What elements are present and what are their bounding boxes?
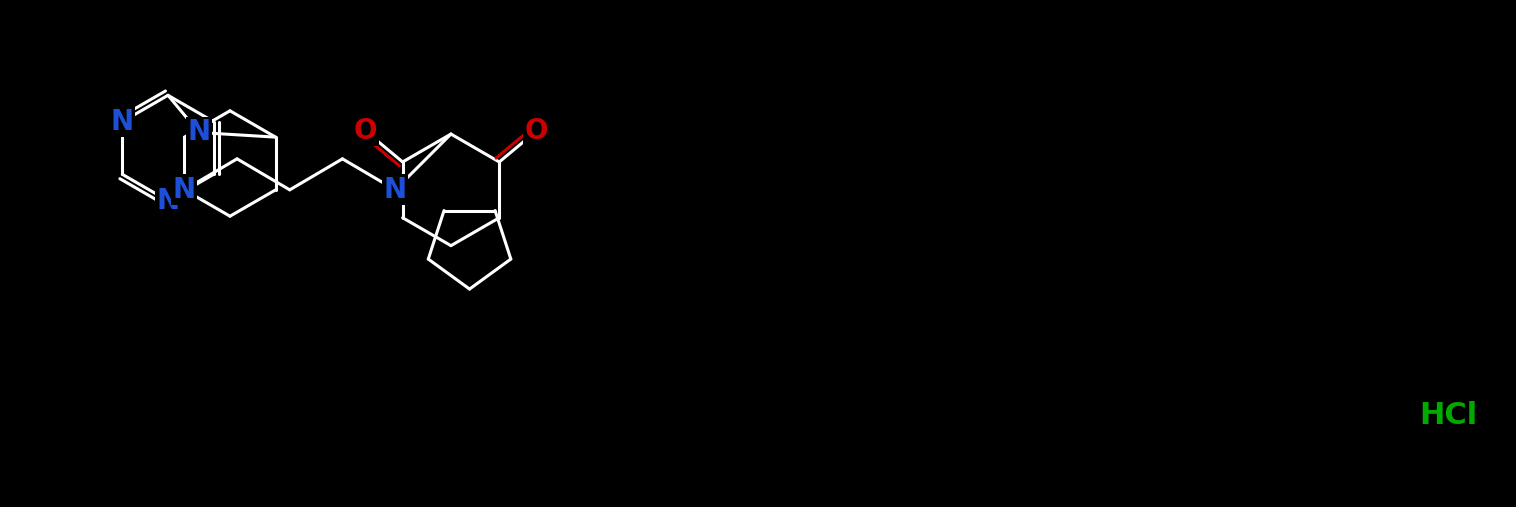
Text: N: N [173,176,196,204]
Text: O: O [353,117,377,145]
Text: N: N [111,107,133,136]
Text: N: N [188,119,211,147]
Text: N: N [384,176,406,204]
Text: N: N [156,187,179,214]
Text: HCl: HCl [1419,401,1477,429]
Text: O: O [525,117,549,145]
